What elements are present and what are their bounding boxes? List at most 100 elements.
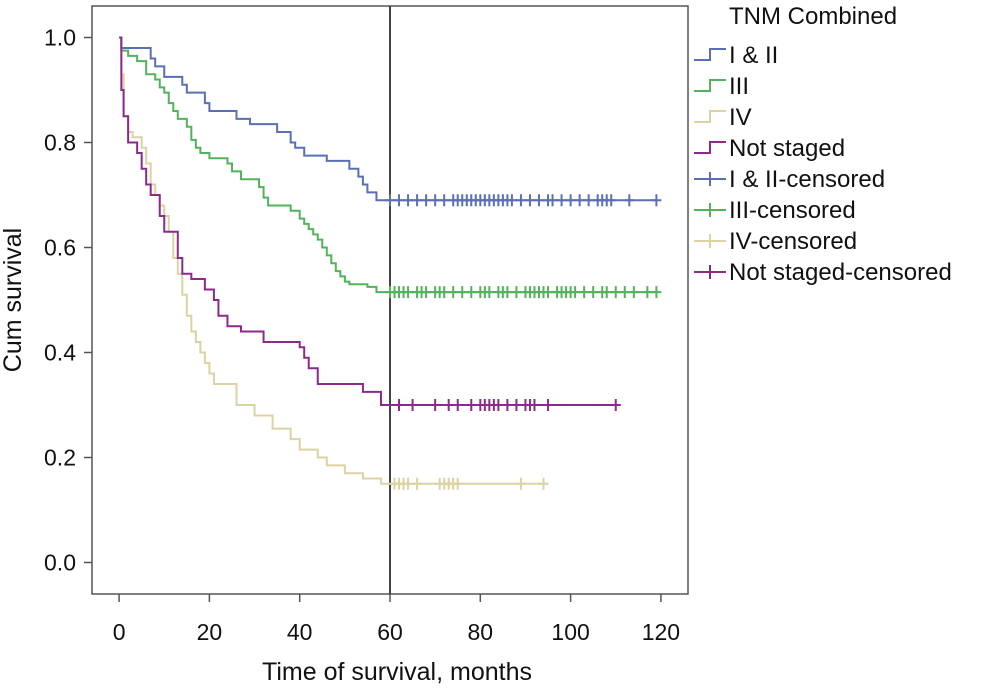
legend-item: I & II	[694, 42, 778, 69]
x-tick-label: 60	[377, 619, 403, 645]
series-line-i-ii	[119, 36, 657, 202]
censor-mark-i-ii	[394, 194, 405, 207]
censor-mark-i-ii	[515, 194, 526, 207]
legend: TNM Combined I & II III IV Not staged I & II…	[694, 3, 952, 286]
legend-swatch-line	[694, 79, 726, 92]
legend-swatch-line	[694, 110, 726, 123]
legend-item: IV	[694, 104, 752, 131]
censor-mark-iii	[421, 286, 432, 299]
legend-label: IV	[729, 104, 752, 131]
legend-item: Not staged	[694, 135, 845, 162]
censor-mark-iii	[511, 286, 522, 299]
legend-swatch-line	[694, 141, 726, 154]
x-axis-title: Time of survival, months	[262, 658, 532, 686]
censor-mark-i-ii	[524, 194, 535, 207]
legend-item: IV-censored	[694, 228, 857, 255]
censor-mark-i-ii	[439, 194, 450, 207]
censor-mark-not-staged	[394, 399, 405, 411]
censor-mark-i-ii	[534, 194, 544, 207]
censor-mark-iii	[619, 286, 630, 299]
censor-mark-iii	[543, 286, 554, 299]
censor-mark-iii	[484, 286, 495, 299]
censor-mark-not-staged	[452, 399, 463, 411]
censor-mark-i-ii	[421, 194, 432, 207]
legend-swatch-plus	[694, 265, 726, 279]
censor-mark-iii	[403, 286, 414, 299]
legend-label: III	[729, 73, 749, 100]
censor-mark-i-ii	[624, 194, 635, 207]
censor-mark-iii	[642, 286, 653, 299]
legend-label: IV-censored	[729, 228, 857, 255]
censor-mark-i-ii	[606, 194, 617, 207]
censor-mark-not-staged	[610, 399, 621, 411]
x-tick-label: 80	[468, 619, 494, 645]
legend-swatch-plus	[694, 203, 726, 217]
legend-swatch-line	[694, 48, 726, 61]
censor-markers	[385, 194, 662, 490]
censor-mark-iii	[439, 286, 450, 299]
censor-mark-iii	[502, 286, 513, 299]
censor-mark-i-ii	[547, 194, 558, 207]
censor-mark-iii	[579, 286, 590, 299]
censor-mark-i-ii	[430, 194, 441, 207]
censor-mark-not-staged	[466, 399, 477, 411]
censor-mark-not-staged	[443, 399, 454, 411]
censor-mark-iii	[588, 286, 599, 299]
censor-mark-iii	[651, 286, 662, 299]
y-axis-title: Cum survival	[0, 228, 27, 372]
x-axis: 0 20 40 60 80 100 120	[113, 594, 680, 645]
legend-swatch-plus	[694, 234, 726, 248]
censor-mark-not-staged	[430, 399, 441, 411]
censor-mark-iii	[457, 286, 468, 299]
censor-mark-not-staged	[502, 399, 513, 411]
censor-mark-i-ii	[506, 194, 517, 207]
legend-label: I & II-censored	[729, 166, 885, 193]
censor-mark-i-ii	[403, 194, 414, 207]
legend-item: Not staged-censored	[694, 259, 952, 286]
series-line-iii	[119, 36, 657, 294]
censor-mark-i-ii	[556, 194, 567, 207]
series-line-not-staged	[119, 36, 616, 406]
series-lines	[119, 36, 657, 485]
censor-mark-iv	[403, 477, 414, 490]
y-tick-label: 0.6	[44, 235, 76, 261]
y-tick-label: 0.8	[44, 130, 76, 156]
y-tick-label: 0.4	[44, 340, 76, 366]
censor-mark-iii	[610, 286, 621, 299]
censor-mark-iv	[538, 477, 549, 490]
legend-label: III-censored	[729, 197, 856, 224]
censor-mark-i-ii	[583, 194, 594, 207]
legend-title: TNM Combined	[729, 3, 897, 30]
censor-mark-not-staged	[511, 399, 522, 411]
censor-mark-not-staged	[529, 399, 540, 411]
legend-item: I & II-censored	[694, 166, 885, 193]
censor-mark-i-ii	[385, 194, 395, 207]
series-line-iv	[119, 36, 549, 485]
x-tick-label: 100	[551, 619, 589, 645]
legend-swatch-plus	[694, 172, 726, 186]
censor-mark-i-ii	[565, 194, 576, 207]
censor-mark-iii	[628, 286, 639, 299]
legend-label: Not staged-censored	[729, 259, 952, 286]
censor-mark-iii	[466, 286, 477, 299]
censor-mark-not-staged	[543, 399, 554, 411]
censor-mark-i-ii	[651, 194, 662, 207]
x-tick-label: 120	[642, 619, 680, 645]
x-tick-label: 20	[197, 619, 223, 645]
censor-mark-not-staged	[407, 399, 418, 411]
censor-mark-not-staged	[493, 399, 504, 411]
censor-mark-iii	[570, 286, 581, 299]
x-tick-label: 0	[113, 619, 126, 645]
censor-mark-iv	[452, 477, 463, 490]
x-tick-label: 40	[287, 619, 313, 645]
legend-label: Not staged	[729, 135, 845, 162]
censor-mark-iv	[412, 477, 423, 490]
y-tick-label: 0.2	[44, 445, 76, 471]
y-tick-label: 1.0	[44, 25, 76, 51]
censor-mark-iv	[515, 477, 526, 490]
censor-mark-iii	[601, 286, 612, 299]
legend-item: III	[694, 73, 749, 100]
y-axis: 0.0 0.2 0.4 0.6 0.8 1.0	[44, 25, 92, 576]
legend-item: III-censored	[694, 197, 856, 224]
